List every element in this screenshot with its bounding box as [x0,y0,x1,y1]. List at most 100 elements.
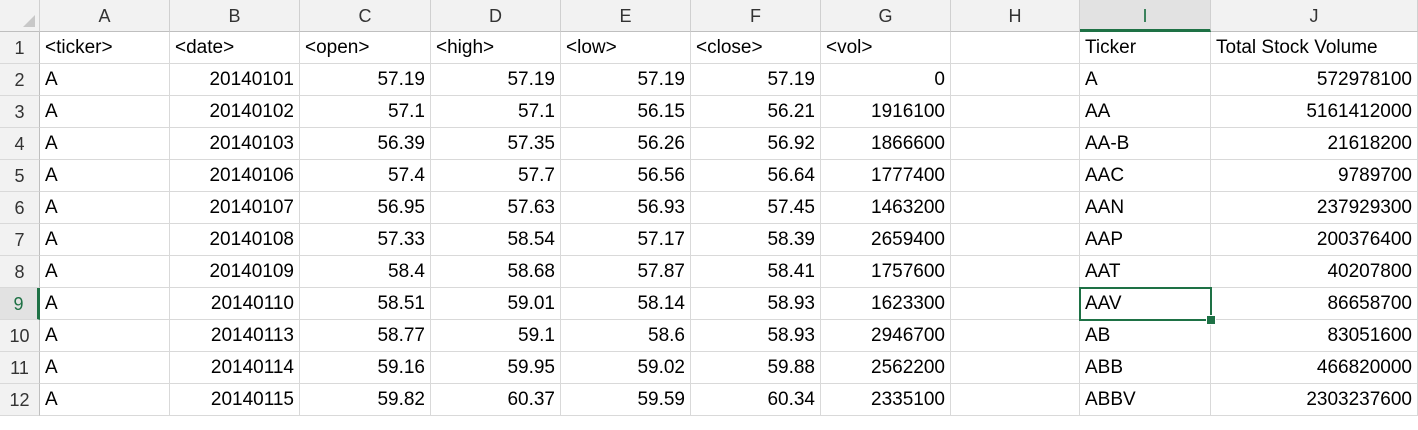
cell-i11[interactable]: ABB [1080,352,1211,384]
cell-f9[interactable]: 58.93 [691,288,821,320]
cell-b12[interactable]: 20140115 [170,384,300,416]
cell-i9[interactable]: AAV [1080,288,1211,320]
cell-b10[interactable]: 20140113 [170,320,300,352]
cell-c2[interactable]: 57.19 [300,64,431,96]
cell-d10[interactable]: 59.1 [431,320,561,352]
cell-i3[interactable]: AA [1080,96,1211,128]
cell-j8[interactable]: 40207800 [1211,256,1418,288]
cell-d6[interactable]: 57.63 [431,192,561,224]
cell-c1[interactable]: <open> [300,32,431,64]
column-header-e[interactable]: E [561,0,691,32]
cell-g6[interactable]: 1463200 [821,192,951,224]
cell-h9[interactable] [951,288,1080,320]
cell-e10[interactable]: 58.6 [561,320,691,352]
column-header-a[interactable]: A [40,0,170,32]
column-header-h[interactable]: H [951,0,1080,32]
cell-a9[interactable]: A [40,288,170,320]
cell-f7[interactable]: 58.39 [691,224,821,256]
cell-j6[interactable]: 237929300 [1211,192,1418,224]
cell-i6[interactable]: AAN [1080,192,1211,224]
cell-a2[interactable]: A [40,64,170,96]
row-header-7[interactable]: 7 [0,224,40,256]
cell-d4[interactable]: 57.35 [431,128,561,160]
column-header-c[interactable]: C [300,0,431,32]
cell-h3[interactable] [951,96,1080,128]
cell-g1[interactable]: <vol> [821,32,951,64]
cell-h11[interactable] [951,352,1080,384]
cell-f11[interactable]: 59.88 [691,352,821,384]
cell-b11[interactable]: 20140114 [170,352,300,384]
cell-h2[interactable] [951,64,1080,96]
cell-i12[interactable]: ABBV [1080,384,1211,416]
cell-g9[interactable]: 1623300 [821,288,951,320]
cell-h7[interactable] [951,224,1080,256]
cell-i1[interactable]: Ticker [1080,32,1211,64]
cell-f3[interactable]: 56.21 [691,96,821,128]
cell-i8[interactable]: AAT [1080,256,1211,288]
cell-b4[interactable]: 20140103 [170,128,300,160]
cell-e11[interactable]: 59.02 [561,352,691,384]
cell-h12[interactable] [951,384,1080,416]
cell-g5[interactable]: 1777400 [821,160,951,192]
column-header-g[interactable]: G [821,0,951,32]
cell-j2[interactable]: 572978100 [1211,64,1418,96]
cell-e12[interactable]: 59.59 [561,384,691,416]
row-header-10[interactable]: 10 [0,320,40,352]
column-header-i[interactable]: I [1080,0,1211,32]
cell-h4[interactable] [951,128,1080,160]
row-header-8[interactable]: 8 [0,256,40,288]
cell-i7[interactable]: AAP [1080,224,1211,256]
cell-e8[interactable]: 57.87 [561,256,691,288]
cell-j9[interactable]: 86658700 [1211,288,1418,320]
cell-c4[interactable]: 56.39 [300,128,431,160]
row-header-4[interactable]: 4 [0,128,40,160]
cell-b2[interactable]: 20140101 [170,64,300,96]
cell-e6[interactable]: 56.93 [561,192,691,224]
cell-f5[interactable]: 56.64 [691,160,821,192]
cell-d5[interactable]: 57.7 [431,160,561,192]
cell-j10[interactable]: 83051600 [1211,320,1418,352]
cell-a11[interactable]: A [40,352,170,384]
cell-f6[interactable]: 57.45 [691,192,821,224]
cell-j12[interactable]: 2303237600 [1211,384,1418,416]
row-header-2[interactable]: 2 [0,64,40,96]
cell-d3[interactable]: 57.1 [431,96,561,128]
row-header-6[interactable]: 6 [0,192,40,224]
cell-a10[interactable]: A [40,320,170,352]
cell-c7[interactable]: 57.33 [300,224,431,256]
cell-b8[interactable]: 20140109 [170,256,300,288]
cell-g8[interactable]: 1757600 [821,256,951,288]
row-header-3[interactable]: 3 [0,96,40,128]
cell-f8[interactable]: 58.41 [691,256,821,288]
cell-c11[interactable]: 59.16 [300,352,431,384]
row-header-1[interactable]: 1 [0,32,40,64]
cell-e2[interactable]: 57.19 [561,64,691,96]
column-header-b[interactable]: B [170,0,300,32]
cell-h1[interactable] [951,32,1080,64]
row-header-9[interactable]: 9 [0,288,40,320]
cell-a4[interactable]: A [40,128,170,160]
row-header-12[interactable]: 12 [0,384,40,416]
cell-g11[interactable]: 2562200 [821,352,951,384]
cell-j5[interactable]: 9789700 [1211,160,1418,192]
select-all-corner[interactable] [0,0,40,32]
cell-h5[interactable] [951,160,1080,192]
cell-a5[interactable]: A [40,160,170,192]
cell-b5[interactable]: 20140106 [170,160,300,192]
cell-g10[interactable]: 2946700 [821,320,951,352]
cell-h8[interactable] [951,256,1080,288]
cell-c10[interactable]: 58.77 [300,320,431,352]
cell-i4[interactable]: AA-B [1080,128,1211,160]
cell-g3[interactable]: 1916100 [821,96,951,128]
cell-b6[interactable]: 20140107 [170,192,300,224]
cell-f4[interactable]: 56.92 [691,128,821,160]
cell-d2[interactable]: 57.19 [431,64,561,96]
cell-j3[interactable]: 5161412000 [1211,96,1418,128]
cell-e9[interactable]: 58.14 [561,288,691,320]
cell-i2[interactable]: A [1080,64,1211,96]
column-header-j[interactable]: J [1211,0,1418,32]
cell-d8[interactable]: 58.68 [431,256,561,288]
cell-f10[interactable]: 58.93 [691,320,821,352]
cell-d12[interactable]: 60.37 [431,384,561,416]
cell-a7[interactable]: A [40,224,170,256]
